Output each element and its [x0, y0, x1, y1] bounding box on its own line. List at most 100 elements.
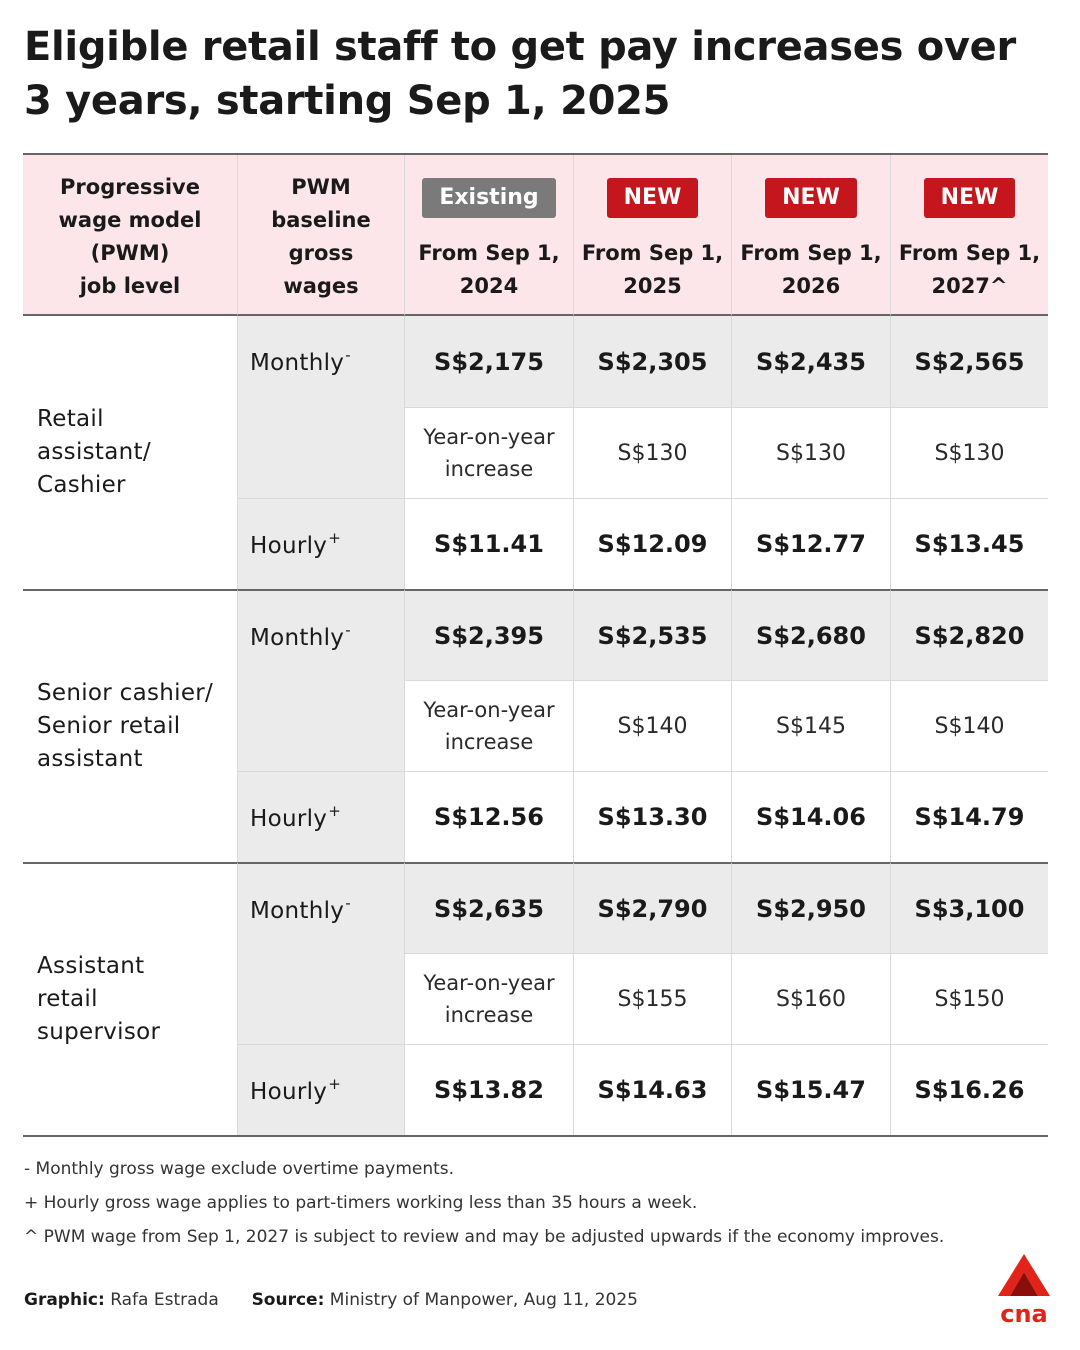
footnote: ^ PWM wage from Sep 1, 2027 is subject t… — [24, 1227, 945, 1247]
header-job-level: Progressive wage model (PWM) job level — [23, 155, 237, 316]
yoy-label-line: Year-on-year — [423, 971, 555, 995]
hourly-value: S$14.06 — [731, 771, 890, 862]
row-label-text: Hourly — [250, 533, 328, 559]
header-baseline-line: wages — [283, 274, 359, 298]
wage-table: Progressive wage model (PWM) job level P… — [23, 153, 1048, 1137]
hourly-value: S$16.26 — [890, 1044, 1048, 1135]
row-label-text: Monthly — [250, 350, 345, 376]
hourly-value: S$12.09 — [573, 498, 731, 589]
monthly-value: S$2,790 — [573, 862, 731, 953]
job-level-line: supervisor — [37, 1019, 161, 1045]
yoy-value: S$155 — [573, 953, 731, 1044]
header-date-year: 2027^ — [931, 274, 1008, 298]
new-badge: NEW — [765, 178, 857, 218]
monthly-value: S$2,820 — [890, 589, 1048, 680]
job-level-assistant-supervisor: Assistant retail supervisor — [23, 862, 237, 1135]
monthly-value: S$2,535 — [573, 589, 731, 680]
monthly-value: S$2,565 — [890, 316, 1048, 407]
monthly-value: S$2,635 — [404, 862, 573, 953]
cna-logo-icon: cna — [998, 1254, 1050, 1328]
monthly-value: S$2,175 — [404, 316, 573, 407]
row-label-text: Hourly — [250, 806, 328, 832]
header-date-year: 2024 — [459, 274, 519, 298]
monthly-footnote-mark: - — [345, 346, 351, 364]
row-label-hourly: Hourly + — [237, 498, 404, 589]
row-label-text: Monthly — [250, 898, 345, 924]
header-date-line: From Sep 1, — [581, 241, 724, 265]
hourly-value: S$14.79 — [890, 771, 1048, 862]
yoy-label-line: increase — [444, 1003, 534, 1027]
row-label-hourly: Hourly + — [237, 771, 404, 862]
hourly-value: S$11.41 — [404, 498, 573, 589]
monthly-value: S$2,305 — [573, 316, 731, 407]
yoy-label: Year-on-year increase — [404, 680, 573, 771]
header-col-2024: Existing From Sep 1, 2024 — [404, 155, 573, 316]
job-level-line: Cashier — [37, 472, 126, 498]
header-baseline-line: baseline — [271, 208, 371, 232]
header-col-2027: NEW From Sep 1, 2027^ — [890, 155, 1048, 316]
hourly-footnote-mark: + — [328, 529, 342, 547]
monthly-footnote-mark: - — [345, 621, 351, 639]
row-label-monthly: Monthly - — [237, 862, 404, 1044]
new-badge: NEW — [923, 178, 1016, 218]
row-label-text: Monthly — [250, 625, 345, 651]
credits: Graphic: Rafa Estrada Source: Ministry o… — [24, 1290, 638, 1310]
yoy-label-line: Year-on-year — [423, 425, 555, 449]
job-level-retail-assistant: Retail assistant/ Cashier — [23, 316, 237, 589]
footnote: - Monthly gross wage exclude overtime pa… — [24, 1159, 455, 1179]
header-col-2026: NEW From Sep 1, 2026 — [731, 155, 890, 316]
monthly-footnote-mark: - — [345, 894, 351, 912]
yoy-label: Year-on-year increase — [404, 953, 573, 1044]
header-job-level-line: job level — [79, 274, 181, 298]
header-job-level-line: (PWM) — [90, 241, 170, 265]
header-date-year: 2026 — [781, 274, 841, 298]
job-level-senior-cashier: Senior cashier/ Senior retail assistant — [23, 589, 237, 862]
row-label-hourly: Hourly + — [237, 1044, 404, 1135]
header-date-line: From Sep 1, — [740, 241, 882, 265]
job-level-line: Assistant — [37, 953, 145, 979]
existing-badge: Existing — [422, 178, 556, 218]
monthly-value: S$3,100 — [890, 862, 1048, 953]
job-level-line: retail — [37, 986, 98, 1012]
monthly-value: S$2,950 — [731, 862, 890, 953]
hourly-value: S$12.56 — [404, 771, 573, 862]
yoy-value: S$150 — [890, 953, 1048, 1044]
hourly-value: S$13.30 — [573, 771, 731, 862]
job-level-line: assistant/ — [37, 439, 151, 465]
header-baseline-line: gross — [288, 241, 354, 265]
yoy-label-line: increase — [444, 457, 534, 481]
page-title: Eligible retail staff to get pay increas… — [24, 24, 1016, 124]
header-date-line: From Sep 1, — [418, 241, 560, 265]
row-label-monthly: Monthly - — [237, 316, 404, 498]
job-level-line: Retail — [37, 406, 104, 432]
job-level-line: assistant — [37, 746, 143, 772]
yoy-value: S$145 — [731, 680, 890, 771]
monthly-value: S$2,680 — [731, 589, 890, 680]
hourly-footnote-mark: + — [328, 1075, 342, 1093]
hourly-value: S$12.77 — [731, 498, 890, 589]
job-level-line: Senior retail — [37, 713, 181, 739]
yoy-value: S$130 — [731, 407, 890, 498]
yoy-value: S$130 — [573, 407, 731, 498]
graphic-credit: Rafa Estrada — [110, 1290, 219, 1310]
graphic-label: Graphic: — [24, 1290, 105, 1310]
row-label-monthly: Monthly - — [237, 589, 404, 771]
yoy-value: S$140 — [573, 680, 731, 771]
header-job-level-line: wage model — [58, 208, 202, 232]
monthly-value: S$2,395 — [404, 589, 573, 680]
hourly-value: S$13.82 — [404, 1044, 573, 1135]
row-label-text: Hourly — [250, 1079, 328, 1105]
header-col-2025: NEW From Sep 1, 2025 — [573, 155, 731, 316]
monthly-value: S$2,435 — [731, 316, 890, 407]
svg-text:cna: cna — [1000, 1300, 1048, 1328]
hourly-value: S$13.45 — [890, 498, 1048, 589]
source-label: Source: — [251, 1290, 325, 1310]
header-date-year: 2025 — [623, 274, 682, 298]
yoy-label-line: increase — [444, 730, 534, 754]
job-level-line: Senior cashier/ — [37, 680, 214, 706]
new-badge: NEW — [606, 178, 699, 218]
footnote: + Hourly gross wage applies to part-time… — [24, 1193, 698, 1213]
yoy-value: S$160 — [731, 953, 890, 1044]
hourly-value: S$15.47 — [731, 1044, 890, 1135]
header-job-level-line: Progressive — [60, 175, 200, 199]
